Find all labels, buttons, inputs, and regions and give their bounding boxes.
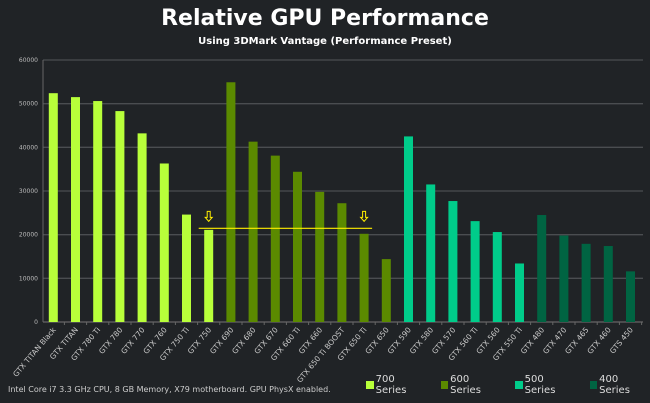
bar [315,191,325,322]
bar [337,203,347,322]
bar [515,263,524,322]
legend-label: 500 Series [524,374,556,396]
y-tick-label: 40000 [19,144,38,151]
legend-item-500: 500 Series [515,374,576,396]
bar [226,82,236,323]
down-arrow-icon [359,210,369,223]
bar [537,215,547,322]
y-tick-label: 60000 [19,57,38,64]
legend-label: 700 Series [375,374,407,396]
bar [137,133,147,322]
bar [426,184,436,322]
legend-swatch [515,381,523,389]
chart-title: Relative GPU Performance [161,6,489,31]
legend-swatch [440,381,449,389]
bar [270,155,280,322]
bar [204,229,214,322]
legend-label: 400 Series [599,374,630,396]
y-tick-label: 20000 [19,232,38,239]
legend-label: 600 Series [450,374,481,396]
y-tick-label: 30000 [19,188,38,195]
bar [603,246,613,322]
legend-item-700: 700 Series [366,374,427,396]
bar [381,259,391,322]
bar [470,221,480,322]
legend-swatch [366,381,374,389]
bar [93,101,103,323]
bar [404,136,413,322]
y-tick-label: 0 [34,319,38,326]
bar [559,235,569,322]
bar [248,141,258,322]
down-arrow-icon [204,210,214,223]
chart-subtitle: Using 3DMark Vantage (Performance Preset… [198,36,452,47]
bar [492,232,502,322]
bar [626,271,635,322]
y-tick-label: 50000 [19,101,38,108]
bar [448,201,458,322]
legend-swatch [589,381,598,389]
bar [115,111,125,322]
bar [71,97,80,322]
bar [182,214,191,322]
legend-item-400: 400 Series [589,374,650,396]
y-tick-label: 10000 [19,275,38,282]
bar [581,243,591,322]
bar [293,171,302,322]
bar [48,93,58,322]
legend-item-600: 600 Series [440,374,502,396]
legend: 700 Series 600 Series 500 Series 400 Ser… [366,374,650,396]
footnote: Intel Core i7 3.3 GHz CPU, 8 GB Memory, … [8,385,331,394]
x-tick-label: GTS 450 [608,325,635,355]
bar [359,233,369,322]
bar [159,163,169,322]
